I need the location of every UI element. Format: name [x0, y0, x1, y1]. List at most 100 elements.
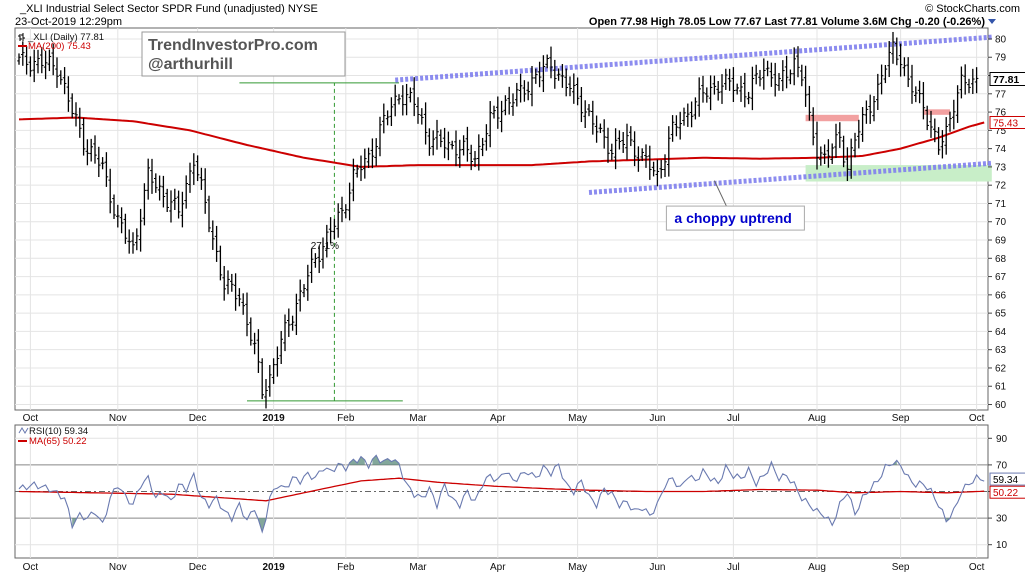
- header-menu-icon[interactable]: [988, 19, 996, 24]
- ohlc-bar: [233, 273, 238, 311]
- month-label: Feb: [337, 413, 355, 424]
- ohlc-bar: [188, 162, 192, 193]
- ohlc-bar: [537, 61, 542, 88]
- ohlc-bar: [446, 131, 451, 161]
- ohlc-bar: [534, 68, 538, 84]
- watermark: © StockCharts.com: [925, 3, 1020, 15]
- ohlc-bar: [594, 115, 599, 143]
- ohlc-bar: [621, 132, 625, 153]
- ohlc-bar: [336, 203, 340, 238]
- ohlc-bar: [412, 77, 416, 117]
- ohlc-bar: [526, 81, 530, 101]
- ohlc-bar: [727, 68, 732, 91]
- ohlc-bar: [876, 73, 880, 111]
- ohlc-bar: [933, 118, 937, 143]
- ohlc-bar: [891, 31, 895, 64]
- ohlc-bar: [670, 115, 675, 142]
- chg-value: -0.20 (-0.26%): [915, 16, 986, 28]
- month-label: Feb: [337, 562, 355, 573]
- rsi-y-tick-label: 70: [996, 460, 1008, 471]
- ohlc-bar: [556, 68, 561, 81]
- ohlc-bar: [154, 173, 158, 193]
- ohlc-bar: [796, 46, 800, 78]
- ohlc-bar: [769, 62, 774, 87]
- price-legend-label: _XLI (Daily) 77.81: [27, 32, 104, 43]
- ohlc-bar: [321, 237, 325, 269]
- month-label: Mar: [409, 562, 427, 573]
- ohlc-bar: [211, 220, 215, 250]
- ohlc-bar: [872, 95, 876, 122]
- month-label: Dec: [189, 562, 207, 573]
- ohlc-bar: [724, 68, 728, 90]
- ohlc-bar: [849, 138, 853, 179]
- ohlc-bar: [606, 127, 610, 163]
- ohlc-bar: [230, 273, 234, 292]
- ohlc-bar: [97, 146, 101, 178]
- ohlc-bar: [773, 62, 777, 97]
- price-y-tick-label: 75: [995, 126, 1007, 137]
- volume-label: Volume: [821, 16, 860, 28]
- gain-percent-label: 27.1%: [311, 241, 339, 252]
- low-label: Low: [709, 16, 731, 28]
- ohlc-bar: [473, 150, 477, 167]
- ohlc-bar: [887, 41, 891, 78]
- rsi-ma-box: [989, 485, 1025, 499]
- ma-last-marker: 75.43: [989, 115, 1025, 129]
- month-label: Jun: [649, 562, 665, 573]
- price-y-tick-label: 76: [995, 108, 1007, 119]
- ohlc-bar: [480, 137, 485, 157]
- ohlc-bar: [192, 153, 196, 185]
- month-label: May: [568, 413, 587, 424]
- ohlc-bar: [963, 64, 967, 95]
- ohlc-bar: [697, 77, 701, 117]
- rsi-oversold-fill: [258, 518, 266, 532]
- price-y-tick-label: 66: [995, 290, 1007, 301]
- price-y-tick-label: 77: [995, 89, 1007, 100]
- price-y-tick-label: 73: [995, 162, 1007, 173]
- ohlc-bar: [750, 66, 755, 111]
- ohlc-bar: [545, 54, 549, 69]
- rsi-legend: RSI(10) 59.34 MA(65) 50.22: [18, 426, 88, 447]
- rsi-ma-last-marker: 50.22: [989, 485, 1025, 499]
- ohlc-bar: [32, 49, 36, 83]
- ohlc-bar: [575, 77, 580, 106]
- ohlc-bar: [663, 154, 667, 178]
- ohlc-bar: [655, 159, 660, 187]
- month-label: Oct: [969, 562, 985, 573]
- ohlc-bar: [408, 87, 413, 103]
- open-label: Open: [589, 16, 617, 28]
- rsi-y-tick-label: 90: [996, 434, 1008, 445]
- ohlc-bar: [659, 159, 663, 179]
- support-zone: [805, 165, 992, 182]
- ohlc-bar: [458, 139, 462, 168]
- ohlc-bar: [268, 365, 272, 397]
- volume-value: 3.6M: [863, 16, 887, 28]
- ohlc-bar: [275, 346, 280, 377]
- price-last-marker: 77.81: [989, 71, 1025, 86]
- price-y-tick-label: 64: [995, 327, 1007, 338]
- ohlc-bar: [735, 83, 739, 95]
- month-label: Dec: [189, 413, 207, 424]
- ohlc-bar: [689, 101, 694, 128]
- ohlc-bar: [499, 100, 504, 133]
- ohlc-bar: [515, 82, 519, 107]
- ohlc-bar: [754, 64, 758, 85]
- ohlc-bar: [332, 218, 337, 240]
- ohlc-bar: [226, 270, 230, 295]
- ohlc-bar: [359, 155, 363, 182]
- ohlc-bar: [955, 85, 960, 123]
- high-label: High: [651, 16, 676, 28]
- ohlc-bar: [165, 188, 169, 213]
- month-label: Jun: [649, 413, 665, 424]
- rsi-last-box: [989, 472, 1025, 486]
- ohlc-bar: [864, 100, 869, 124]
- ohlc-bar: [572, 73, 576, 104]
- month-label: Sep: [892, 413, 910, 424]
- month-label: Apr: [490, 562, 506, 573]
- ohlc-bar: [617, 130, 622, 150]
- ohlc-bar: [74, 102, 78, 127]
- ohlc-bar: [313, 253, 318, 268]
- ohlc-bar: [203, 168, 207, 214]
- measure-lines: [239, 82, 403, 402]
